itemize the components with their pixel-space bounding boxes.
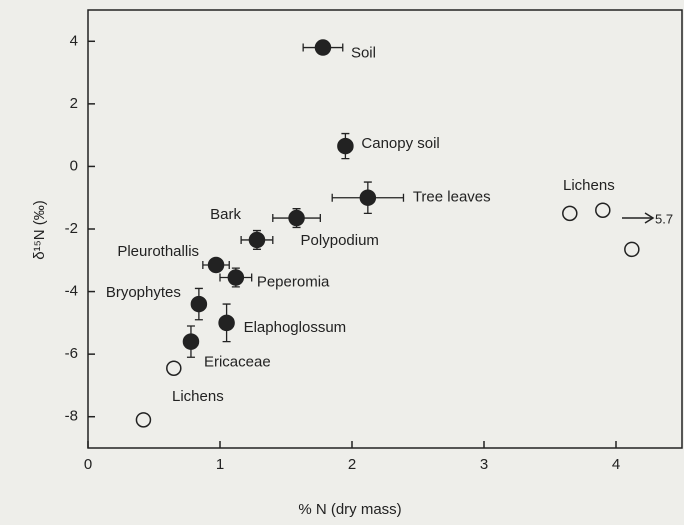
point — [624, 241, 640, 258]
point-label: Elaphoglossum — [244, 319, 347, 336]
point-label: Ericaceae — [204, 354, 271, 371]
point — [227, 269, 245, 286]
x-tick-label: 2 — [348, 456, 356, 473]
x-axis-label: % N (dry mass) — [298, 501, 401, 518]
y-tick-label: -8 — [65, 408, 78, 425]
point-label: Polypodium — [301, 232, 379, 249]
point — [166, 360, 182, 376]
annotation: Lichens — [172, 388, 224, 405]
point — [248, 231, 266, 249]
y-tick-label: 4 — [70, 32, 78, 49]
point — [135, 412, 152, 428]
point — [359, 189, 377, 206]
x-tick-label: 3 — [480, 456, 488, 473]
plot-frame — [87, 9, 683, 449]
y-tick-label: -4 — [65, 283, 78, 300]
y-tick-label: -6 — [65, 345, 78, 362]
y-axis-label: δ¹⁵N (‰) — [31, 200, 48, 260]
point-label: Canopy soil — [361, 135, 439, 152]
point — [190, 295, 208, 313]
point — [337, 137, 354, 155]
x-tick-label: 1 — [216, 456, 224, 473]
point — [182, 333, 200, 350]
annotation: 5.7 — [655, 211, 673, 226]
y-tick-label: 2 — [70, 95, 78, 112]
point-label: Bryophytes — [106, 284, 181, 301]
point-label: Pleurothallis — [117, 243, 199, 260]
y-tick-label: -2 — [65, 220, 78, 237]
point-label: Peperomia — [257, 273, 330, 290]
point — [595, 202, 611, 218]
annotation: Lichens — [563, 177, 615, 194]
point — [218, 314, 235, 332]
point — [207, 256, 225, 274]
point-label: Bark — [210, 206, 241, 223]
point — [288, 209, 305, 227]
point — [562, 205, 578, 222]
x-tick-label: 4 — [612, 456, 620, 473]
point — [314, 39, 332, 56]
y-tick-label: 0 — [70, 157, 78, 174]
point-label: Tree leaves — [413, 189, 491, 206]
point-label: Soil — [351, 45, 376, 62]
x-tick-label: 0 — [84, 456, 92, 473]
arrow-head — [644, 212, 655, 224]
